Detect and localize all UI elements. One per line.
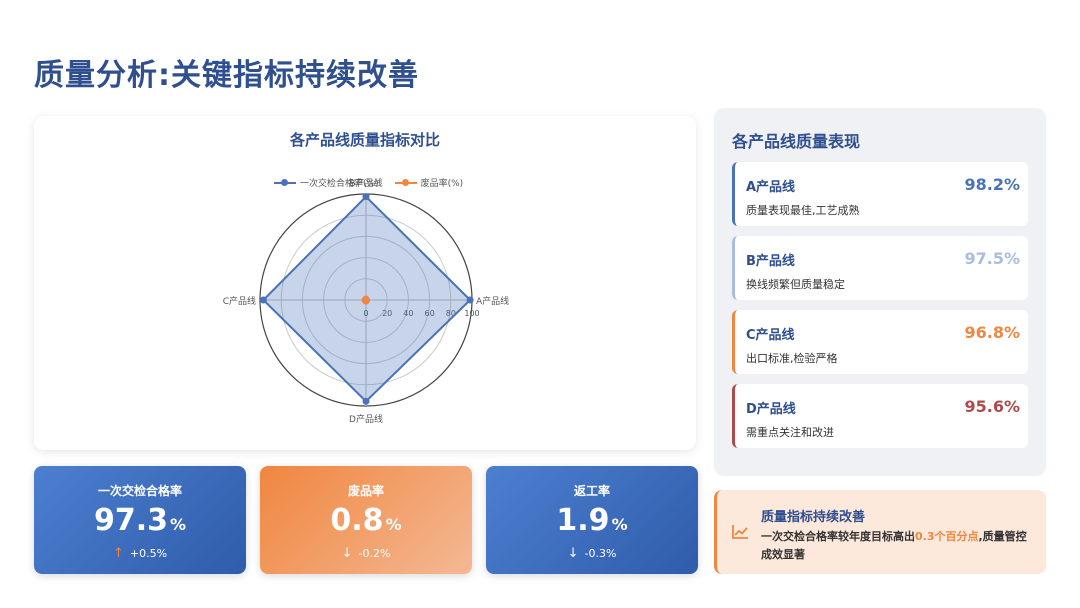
kpi-label: 返工率 xyxy=(573,484,610,498)
line-desc: 换线频繁但质量稳定 xyxy=(746,278,845,291)
radial-tick-label: 0 xyxy=(363,309,368,318)
kpi-change: ↑ +0.5% xyxy=(112,546,168,561)
page-title: 质量分析:关键指标持续改善 xyxy=(34,58,419,93)
radial-tick-label: 80 xyxy=(446,309,456,318)
line-value: 95.6% xyxy=(964,397,1020,416)
legend-swatch-orange xyxy=(394,178,417,188)
kpi-label: 废品率 xyxy=(347,484,384,498)
line-card-b: B产品线 换线频繁但质量稳定 97.5% xyxy=(732,236,1028,300)
axis-label-0: A产品线 xyxy=(476,295,509,307)
axis-label-2: C产品线 xyxy=(223,295,256,307)
data-point-pass-rate-1 xyxy=(362,193,370,201)
line-value: 98.2% xyxy=(964,175,1020,194)
arrow-down-icon: ↓ xyxy=(341,546,353,561)
summary-highlight: 0.3个百分点 xyxy=(915,530,979,543)
legend-item-series-1[interactable]: 一次交检合格率(%) xyxy=(274,176,379,189)
panel-title: 各产品线质量表现 xyxy=(732,132,861,151)
data-point-pass-rate-3 xyxy=(362,397,370,405)
line-desc: 需重点关注和改进 xyxy=(746,426,834,439)
chart-title: 各产品线质量指标对比 xyxy=(289,131,440,149)
axis-label-3: D产品线 xyxy=(349,413,383,425)
summary-box: 质量指标持续改善 一次交检合格率较年度目标高出0.3个百分点,质量管控成效显著 xyxy=(714,490,1046,574)
data-point-pass-rate-0 xyxy=(466,296,474,304)
kpi-change: ↓ -0.2% xyxy=(341,546,391,561)
product-line-panel: 各产品线质量表现 A产品线 质量表现最佳,工艺成熟 98.2% B产品线 换线频… xyxy=(714,108,1046,476)
line-name: C产品线 xyxy=(746,328,795,343)
line-card-d: D产品线 需重点关注和改进 95.6% xyxy=(732,384,1028,448)
kpi-card-rework-rate: 返工率 1.9% ↓ -0.3% xyxy=(486,466,698,574)
radar-chart: 0 20 40 60 80 100 A产品线 B产品线 C产品线 D产品线 xyxy=(223,177,509,425)
chart-legend: 一次交检合格率(%) 废品率(%) xyxy=(274,176,463,189)
line-card-c: C产品线 出口标准,检验严格 96.8% xyxy=(732,310,1028,374)
summary-text: 一次交检合格率较年度目标高出0.3个百分点,质量管控成效显著 xyxy=(761,530,1027,561)
line-value: 97.5% xyxy=(964,249,1020,268)
radar-chart-card: 各产品线质量指标对比 020406080100A产品线B产品线C产品线D产品线 … xyxy=(34,116,696,450)
kpi-value: 0.8% xyxy=(330,503,402,538)
kpi-label: 一次交检合格率 xyxy=(97,484,182,498)
line-card-a: A产品线 质量表现最佳,工艺成熟 98.2% xyxy=(732,162,1028,226)
data-point-scrap-rate-3 xyxy=(362,297,370,305)
line-desc: 出口标准,检验严格 xyxy=(746,352,838,365)
legend-label-series-2: 废品率(%) xyxy=(420,179,464,189)
trend-chart-icon xyxy=(731,524,749,544)
legend-swatch-blue xyxy=(274,178,296,188)
kpi-change: ↓ -0.3% xyxy=(567,546,617,561)
line-desc: 质量表现最佳,工艺成熟 xyxy=(746,204,860,217)
axis-label-1: B产品线 xyxy=(349,177,382,189)
radial-tick-label: 100 xyxy=(464,309,479,318)
line-name: A产品线 xyxy=(746,180,796,195)
legend-item-series-2[interactable]: 废品率(%) xyxy=(394,176,464,189)
radial-tick-label: 60 xyxy=(425,309,435,318)
line-name: B产品线 xyxy=(746,254,795,269)
summary-title: 质量指标持续改善 xyxy=(761,510,866,525)
legend-label-series-1: 一次交检合格率(%) xyxy=(300,179,379,189)
line-value: 96.8% xyxy=(964,323,1020,342)
arrow-down-icon: ↓ xyxy=(567,546,579,561)
kpi-value: 97.3% xyxy=(93,503,187,538)
data-point-pass-rate-2 xyxy=(259,296,267,304)
arrow-up-icon: ↑ xyxy=(112,546,124,561)
kpi-card-scrap-rate: 废品率 0.8% ↓ -0.2% xyxy=(260,466,472,574)
radial-tick-label: 40 xyxy=(403,309,413,318)
line-name: D产品线 xyxy=(746,402,796,417)
kpi-card-pass-rate: 一次交检合格率 97.3% ↑ +0.5% xyxy=(34,466,246,574)
kpi-value: 1.9% xyxy=(556,503,628,538)
radial-tick-label: 20 xyxy=(382,309,392,318)
